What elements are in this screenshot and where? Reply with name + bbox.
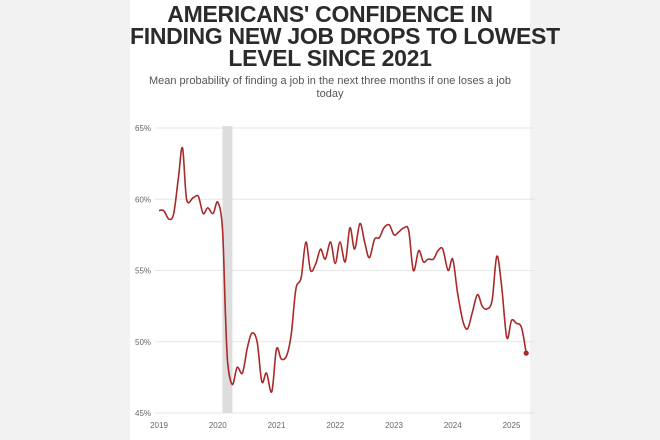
chart-subtitle: Mean probability of finding a job in the… [130, 75, 530, 101]
title-line-3: LEVEL SINCE 2021 [228, 45, 432, 71]
y-tick-label: 45% [135, 409, 151, 418]
y-tick-label: 55% [135, 267, 151, 276]
series-layer [158, 146, 529, 393]
chart-title: AMERICANS' CONFIDENCE IN FINDING NEW JOB… [130, 1, 560, 71]
y-tick-label: 65% [135, 124, 151, 133]
x-tick-label: 2025 [503, 421, 521, 430]
x-tick-label: 2024 [444, 421, 462, 430]
series-line [158, 146, 527, 393]
x-tick-label: 2023 [385, 421, 403, 430]
x-tick-label: 2019 [150, 421, 168, 430]
title-line-1: AMERICANS' CONFIDENCE IN [167, 1, 493, 27]
x-tick-label: 2021 [268, 421, 286, 430]
y-tick-label: 50% [135, 338, 151, 347]
y-tick-label: 60% [135, 195, 151, 204]
chart-card: AMERICANS' CONFIDENCE IN FINDING NEW JOB… [130, 0, 560, 440]
title-line-2: FINDING NEW JOB DROPS TO LOWEST [130, 23, 560, 49]
subtitle-line-1: Mean probability of finding a job in the… [148, 75, 511, 87]
x-tick-label: 2022 [326, 421, 344, 430]
shade-layer [222, 126, 233, 413]
subtitle-line-2: today [316, 88, 344, 100]
recession-shade [222, 126, 233, 413]
axis-layer: 45% 50% 55% 60% 65% 2019 2020 2021 2022 2023 2024 2… [135, 124, 521, 430]
last-point-marker [523, 350, 529, 356]
x-tick-label: 2020 [209, 421, 227, 430]
grid-layer [155, 127, 535, 414]
